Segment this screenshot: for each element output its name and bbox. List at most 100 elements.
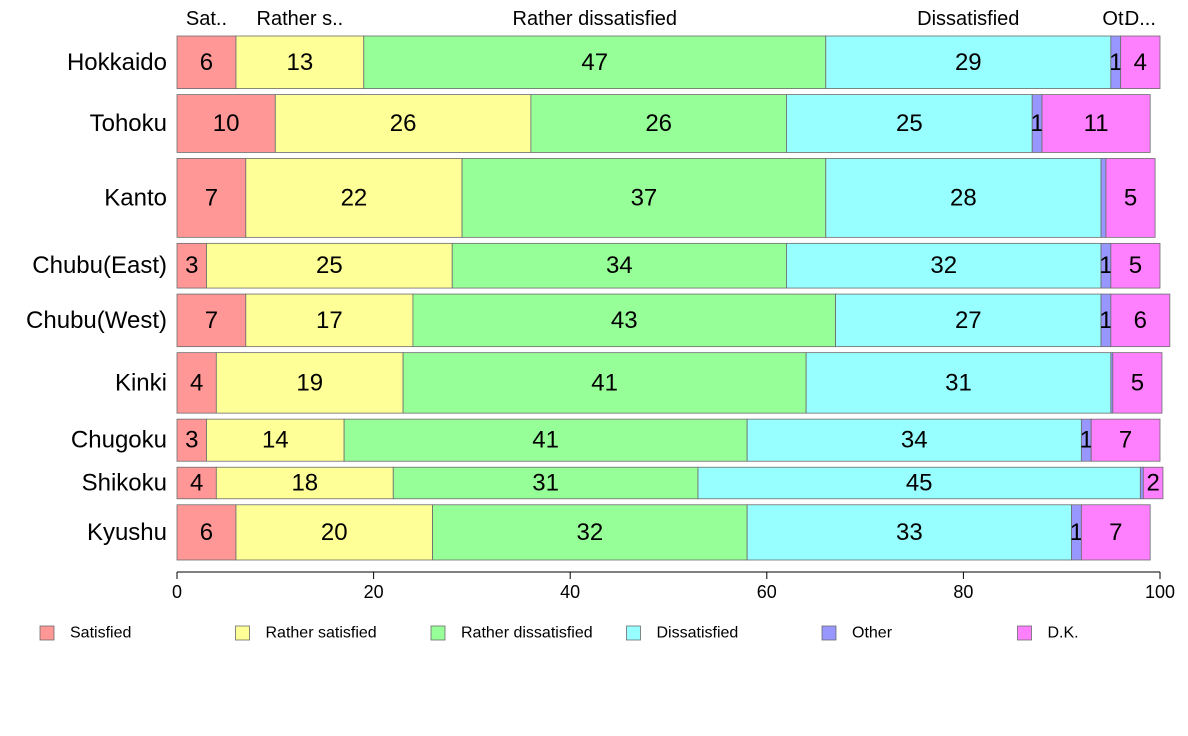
legend-swatch bbox=[235, 625, 250, 641]
bar-segment bbox=[697, 466, 1141, 500]
data-label: 4 bbox=[190, 369, 203, 396]
data-label: 29 bbox=[955, 49, 982, 76]
data-label: 1 bbox=[1099, 252, 1112, 279]
legend-swatch bbox=[430, 625, 446, 641]
legend-label: D.K. bbox=[1048, 625, 1079, 642]
series-top-label: Dissatisfied bbox=[917, 8, 1019, 30]
legend-swatch bbox=[1017, 625, 1032, 641]
data-label: 7 bbox=[1119, 427, 1132, 454]
data-label: 31 bbox=[945, 369, 972, 396]
data-label: 41 bbox=[532, 427, 559, 454]
bars: 6 13 47 29 1 410 26 26 25 1 117 22 37 28 53 25 34 32 1 57 17… bbox=[176, 35, 1171, 561]
data-label: 3 bbox=[185, 252, 198, 279]
category-label: Chubu(West) bbox=[26, 307, 167, 334]
bar-segment bbox=[343, 418, 748, 462]
tick-label: 0 bbox=[172, 582, 182, 602]
legend-label: Rather dissatisfied bbox=[461, 625, 593, 642]
data-label: 5 bbox=[1124, 184, 1137, 211]
category-labels: Hokkaido Tohoku Kanto Chubu(East) Chubu(West… bbox=[26, 49, 167, 546]
legend: Satisfied Rather satisfied Rather dissatis… bbox=[39, 625, 1079, 642]
data-label: 47 bbox=[581, 49, 608, 76]
bar-segment bbox=[786, 94, 1033, 153]
bar-segment bbox=[245, 158, 463, 238]
legend-swatch bbox=[626, 625, 641, 641]
bar-segment bbox=[1090, 418, 1161, 462]
data-label: 26 bbox=[390, 110, 417, 137]
data-label: 14 bbox=[262, 427, 289, 454]
data-label: 27 bbox=[955, 307, 982, 334]
legend-label: Dissatisfied bbox=[657, 625, 739, 642]
series-top-label: Sat.. bbox=[186, 8, 227, 30]
data-label: 1 bbox=[1080, 427, 1093, 454]
category-label: Chubu(East) bbox=[32, 252, 167, 279]
bar-segment bbox=[176, 94, 276, 153]
bar-segment bbox=[1105, 158, 1156, 238]
tick-label: 100 bbox=[1145, 582, 1175, 602]
bar-segment bbox=[245, 293, 414, 348]
bar-segment bbox=[1041, 94, 1151, 153]
bar-segment bbox=[1080, 504, 1151, 561]
data-label: 33 bbox=[896, 519, 923, 546]
data-label: 26 bbox=[645, 110, 672, 137]
bar-segment bbox=[402, 352, 807, 414]
category-label: Tohoku bbox=[90, 110, 167, 137]
data-label: 1 bbox=[1099, 307, 1112, 334]
series-top-label: D... bbox=[1125, 8, 1156, 30]
data-label: 28 bbox=[950, 184, 977, 211]
bar-segment bbox=[206, 418, 345, 462]
bar-segment bbox=[805, 352, 1112, 414]
series-top-label: Rather s.. bbox=[257, 8, 344, 30]
data-label: 13 bbox=[287, 49, 314, 76]
data-label: 41 bbox=[591, 369, 618, 396]
tick-label: 40 bbox=[560, 582, 580, 602]
bar-segment bbox=[412, 293, 837, 348]
top-series-labels: Sat.. Rather s.. Rather dissatisfied Dissat… bbox=[186, 8, 1156, 30]
data-label: 1 bbox=[1030, 110, 1043, 137]
bar-segment bbox=[451, 242, 787, 289]
category-label: Chugoku bbox=[71, 427, 167, 454]
category-label: Hokkaido bbox=[67, 49, 167, 76]
data-label: 5 bbox=[1129, 252, 1142, 279]
data-label: 7 bbox=[205, 184, 218, 211]
data-label: 22 bbox=[341, 184, 368, 211]
bar-segment bbox=[392, 466, 699, 500]
bar-segment bbox=[215, 466, 394, 500]
data-label: 43 bbox=[611, 307, 638, 334]
data-label: 25 bbox=[316, 252, 343, 279]
legend-label: Rather satisfied bbox=[266, 625, 377, 642]
bar-segment bbox=[1110, 242, 1161, 289]
data-label: 20 bbox=[321, 519, 348, 546]
data-label: 7 bbox=[205, 307, 218, 334]
data-label: 6 bbox=[200, 49, 213, 76]
data-label: 10 bbox=[213, 110, 240, 137]
data-label: 1 bbox=[1109, 49, 1122, 76]
legend-label: Other bbox=[852, 625, 893, 642]
bar-segment bbox=[1139, 466, 1144, 500]
bar-segment bbox=[1142, 466, 1164, 500]
bar-segment bbox=[176, 293, 247, 348]
bar-segment bbox=[1100, 158, 1107, 238]
legend-label: Satisfied bbox=[70, 625, 131, 642]
category-label: Kanto bbox=[104, 184, 167, 211]
bar-segment bbox=[206, 242, 453, 289]
data-label: 34 bbox=[606, 252, 633, 279]
series-top-label: Rather dissatisfied bbox=[513, 8, 678, 30]
bar-segment bbox=[825, 35, 1112, 89]
data-label: 37 bbox=[631, 184, 658, 211]
data-label: 32 bbox=[577, 519, 604, 546]
data-label: 4 bbox=[1134, 49, 1147, 76]
data-label: 19 bbox=[296, 369, 323, 396]
bar-segment bbox=[835, 293, 1102, 348]
bar-segment bbox=[432, 504, 748, 561]
bar-segment bbox=[274, 94, 532, 153]
data-label: 11 bbox=[1084, 110, 1109, 137]
tick-label: 80 bbox=[953, 582, 973, 602]
tick-label: 20 bbox=[364, 582, 384, 602]
category-label: Kyushu bbox=[87, 519, 167, 546]
bar-segment bbox=[235, 504, 433, 561]
bar-segment bbox=[176, 418, 207, 462]
series-top-label: Ot. bbox=[1102, 8, 1129, 30]
tick-label: 60 bbox=[757, 582, 777, 602]
legend-swatch bbox=[39, 625, 55, 641]
